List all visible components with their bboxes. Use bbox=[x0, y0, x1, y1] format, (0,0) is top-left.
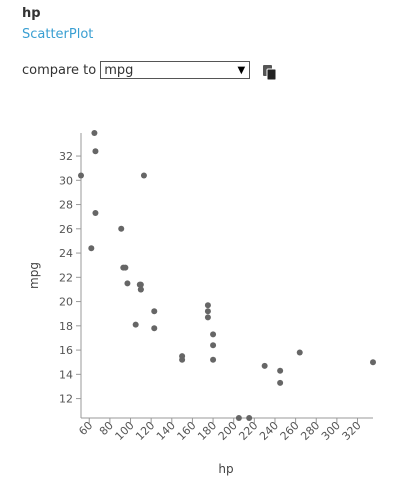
x-tick-label: 100 bbox=[113, 419, 137, 443]
data-point bbox=[118, 226, 124, 232]
data-point bbox=[210, 357, 216, 363]
x-tick-label: 260 bbox=[278, 419, 302, 443]
y-tick-label: 32 bbox=[59, 150, 73, 163]
y-tick-label: 18 bbox=[59, 320, 73, 333]
data-point bbox=[133, 322, 139, 328]
data-point bbox=[88, 245, 94, 251]
x-tick-label: 220 bbox=[236, 419, 260, 443]
data-point bbox=[151, 308, 157, 314]
data-point bbox=[137, 282, 143, 288]
data-point bbox=[370, 359, 376, 365]
y-tick-label: 12 bbox=[59, 393, 73, 406]
y-tick-label: 28 bbox=[59, 199, 73, 212]
x-tick-label: 200 bbox=[216, 419, 240, 443]
data-point bbox=[179, 357, 185, 363]
y-tick-label: 20 bbox=[59, 296, 73, 309]
data-point bbox=[210, 342, 216, 348]
data-point bbox=[205, 314, 211, 320]
y-tick-label: 22 bbox=[59, 271, 73, 284]
y-tick-label: 26 bbox=[59, 223, 73, 236]
data-point bbox=[205, 302, 211, 308]
data-point bbox=[246, 415, 252, 421]
data-point bbox=[262, 363, 268, 369]
x-tick-label: 240 bbox=[257, 419, 281, 443]
data-point bbox=[210, 331, 216, 337]
y-tick-label: 24 bbox=[59, 247, 73, 260]
data-point bbox=[124, 280, 130, 286]
y-tick-label: 14 bbox=[59, 368, 73, 381]
y-tick-label: 30 bbox=[59, 174, 73, 187]
data-point bbox=[151, 325, 157, 331]
data-point bbox=[91, 130, 97, 136]
data-point bbox=[141, 172, 147, 178]
data-point bbox=[205, 308, 211, 314]
data-point bbox=[78, 172, 84, 178]
data-point bbox=[277, 380, 283, 386]
x-axis-title: hp bbox=[218, 462, 233, 476]
x-tick-label: 280 bbox=[298, 419, 322, 443]
data-point bbox=[236, 415, 242, 421]
data-point bbox=[122, 265, 128, 271]
data-point bbox=[277, 368, 283, 374]
x-tick-label: 160 bbox=[175, 419, 199, 443]
x-tick-label: 180 bbox=[195, 419, 219, 443]
x-tick-label: 140 bbox=[154, 419, 178, 443]
x-tick-label: 120 bbox=[133, 419, 157, 443]
data-point bbox=[92, 210, 98, 216]
data-point bbox=[92, 148, 98, 154]
y-tick-label: 16 bbox=[59, 344, 73, 357]
x-tick-label: 60 bbox=[76, 419, 95, 438]
data-point bbox=[297, 350, 303, 356]
x-tick-label: 300 bbox=[319, 419, 343, 443]
y-axis-title: mpg bbox=[27, 262, 41, 289]
x-tick-label: 320 bbox=[340, 419, 364, 443]
